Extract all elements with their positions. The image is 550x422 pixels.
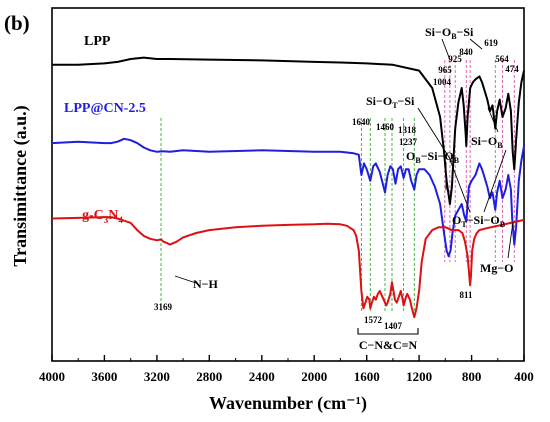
label-1004: 1004 (433, 77, 452, 87)
label-1407: 1407 (384, 321, 403, 331)
x-tick-label-2400: 2400 (249, 369, 275, 384)
x-tick-label-3200: 3200 (144, 369, 170, 384)
panel-label: (b) (4, 11, 30, 35)
leader-mgo (507, 221, 514, 259)
x-tick-label-2000: 2000 (301, 369, 327, 384)
leader-siobsi-b (469, 38, 483, 50)
series-label-lpp-cn: LPP@CN-2.5 (64, 101, 146, 116)
label-cn: C−N&C=N (359, 338, 418, 352)
annotation-leaders (174, 38, 514, 284)
leader-siobsi-a (441, 38, 451, 61)
label-1572: 1572 (364, 315, 383, 325)
series-label-gc3n4: g-C3N4 (82, 208, 123, 225)
leader-otsiob-a (449, 159, 471, 213)
x-tick-label-1200: 1200 (406, 369, 432, 384)
label-1318: 1318 (398, 125, 417, 135)
x-tick-label-800: 800 (462, 369, 482, 384)
label-1237: 1237 (399, 137, 418, 147)
spectra-lines (51, 56, 525, 319)
leader-siotsi (417, 107, 453, 163)
label-3169: 3169 (154, 302, 173, 312)
y-axis-label: Transimittance (a.u.) (10, 105, 31, 266)
label-ot-si-ob: OT−Si−OB (452, 213, 506, 229)
x-tick-label-2800: 2800 (196, 369, 222, 384)
label-474: 474 (505, 64, 519, 74)
x-tick-label-400: 400 (514, 369, 534, 384)
label-1460: 1460 (376, 122, 395, 132)
annotations: N−H 3169 1640 1460 1318 1237 1572 1407 C… (154, 25, 519, 352)
x-tick-label-1600: 1600 (354, 369, 380, 384)
leader-otsiob-b (483, 149, 507, 213)
series-line-0 (52, 56, 525, 205)
label-si-ob-si: Si−OB−Si (425, 25, 474, 41)
label-840: 840 (459, 47, 473, 57)
label-ob-si-ob: OB−Si−OB (406, 149, 460, 165)
series-line-2 (51, 216, 525, 319)
label-564: 564 (495, 54, 509, 64)
x-ticks: 4000 3600 3200 2800 2400 2000 1600 1200 800 400 (39, 355, 534, 384)
x-tick-label-3600: 3600 (91, 369, 117, 384)
label-1640: 1640 (352, 117, 371, 127)
leader-nh (174, 275, 197, 284)
label-965: 965 (438, 65, 452, 75)
series-line-1 (51, 137, 525, 258)
cn-bracket (357, 328, 419, 335)
label-811: 811 (459, 290, 473, 300)
label-619: 619 (484, 38, 498, 48)
label-nh: N−H (193, 277, 219, 291)
leader-siob (487, 107, 499, 133)
label-925: 925 (448, 54, 462, 64)
label-si-ob: Si−OB (471, 134, 503, 150)
peak-guide-lines (160, 60, 515, 312)
label-si-ot-si: Si−OT−Si (366, 94, 415, 110)
x-tick-label-4000: 4000 (39, 369, 65, 384)
x-axis-label: Wavenumber (cm⁻¹) (209, 393, 367, 414)
series-label-lpp: LPP (84, 34, 111, 49)
label-mg-o: Mg−O (480, 261, 514, 275)
